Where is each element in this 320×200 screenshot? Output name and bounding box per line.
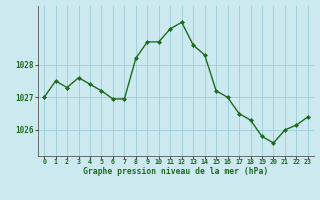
X-axis label: Graphe pression niveau de la mer (hPa): Graphe pression niveau de la mer (hPa) [84,167,268,176]
